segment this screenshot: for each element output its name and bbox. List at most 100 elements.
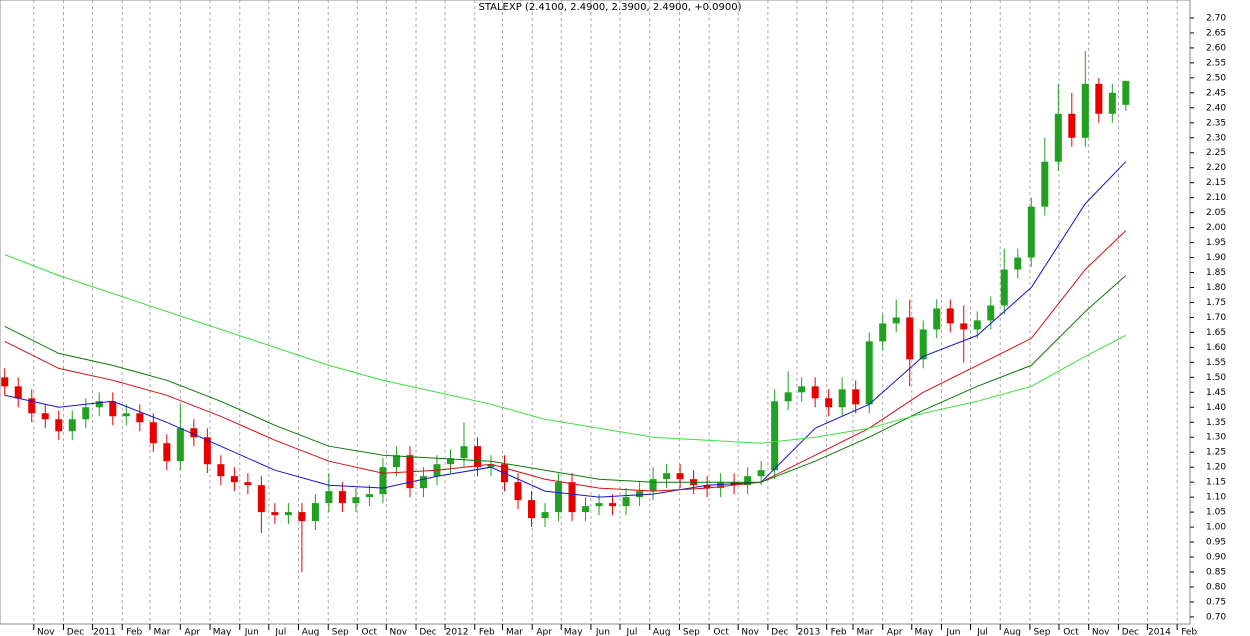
- x-tick-label: Apr: [185, 628, 201, 636]
- candle-body: [703, 485, 711, 489]
- y-tick-label: 2.40: [1206, 103, 1226, 113]
- y-tick-label: 2.25: [1206, 148, 1226, 158]
- candle-body: [460, 446, 468, 459]
- candle-body: [865, 341, 873, 405]
- candle-body: [609, 503, 617, 507]
- candle-body: [203, 437, 211, 465]
- y-tick-label: 1.90: [1206, 253, 1226, 263]
- candle-body: [365, 494, 373, 498]
- candle-body: [717, 482, 725, 489]
- candle-body: [798, 386, 806, 393]
- candle-body: [190, 428, 198, 438]
- x-tick-label: Jul: [976, 628, 988, 636]
- x-tick-label: Nov: [37, 628, 55, 636]
- candle-body: [298, 512, 306, 522]
- candle-body: [352, 497, 360, 504]
- candle-body: [771, 401, 779, 471]
- candle-body: [622, 497, 630, 507]
- y-tick-label: 2.55: [1206, 58, 1226, 68]
- candle-body: [1081, 83, 1089, 138]
- candle-body: [338, 491, 346, 504]
- y-tick-label: 0.85: [1206, 567, 1226, 577]
- x-tick-label: Sep: [683, 628, 700, 636]
- x-tick-label: May: [914, 628, 933, 636]
- chart-title: STALEXP (2.4100, 2.4900, 2.3900, 2.4900,…: [478, 2, 741, 13]
- candle-body: [514, 482, 522, 501]
- candle-body: [1041, 161, 1049, 207]
- y-tick-label: 0.80: [1206, 582, 1226, 592]
- candle-body: [284, 512, 292, 516]
- y-tick-label: 1.15: [1206, 478, 1226, 488]
- candle-body: [825, 398, 833, 408]
- candle-body: [933, 308, 941, 330]
- candle-body: [892, 317, 900, 324]
- y-tick-label: 0.70: [1206, 612, 1226, 622]
- candle-body: [379, 467, 387, 495]
- candle-body: [28, 398, 36, 414]
- y-tick-label: 1.05: [1206, 508, 1226, 518]
- candle-body: [82, 407, 90, 420]
- candle-body: [487, 464, 495, 468]
- x-tick-label: May: [564, 628, 583, 636]
- x-tick-label: 2012: [446, 628, 469, 636]
- y-tick-label: 2.10: [1206, 193, 1226, 203]
- candle-body: [176, 428, 184, 462]
- x-tick-label: Nov: [390, 628, 408, 636]
- x-tick-label: May: [213, 628, 232, 636]
- candle-body: [919, 329, 927, 360]
- x-tick-label: Aug: [653, 628, 671, 636]
- candle-body: [663, 473, 671, 480]
- candle-body: [1054, 113, 1062, 162]
- candle-body: [1095, 83, 1103, 114]
- candle-body: [446, 458, 454, 465]
- x-tick-label: 2014: [1148, 628, 1171, 636]
- candle-body: [271, 512, 279, 516]
- x-tick-label: Sep: [332, 628, 349, 636]
- candle-body: [555, 482, 563, 513]
- candle-body: [946, 308, 954, 324]
- candle-body: [257, 485, 265, 513]
- candle-body: [14, 386, 22, 399]
- moving-average: [4, 275, 1127, 483]
- y-tick-label: 2.60: [1206, 43, 1226, 53]
- grid: 0.70 0.75 0.80 0.85 0.90 0.95 1.00 1.05 1.10 1.15…: [33, 0, 1226, 636]
- y-tick-label: 1.75: [1206, 298, 1226, 308]
- y-tick-label: 1.60: [1206, 343, 1226, 353]
- candle-body: [419, 476, 427, 489]
- x-tick-label: Dec: [1122, 628, 1139, 636]
- y-tick-label: 2.00: [1206, 223, 1226, 233]
- y-tick-label: 1.50: [1206, 373, 1226, 383]
- candle-body: [325, 491, 333, 504]
- x-tick-label: Dec: [419, 628, 436, 636]
- x-tick-label: Jun: [945, 628, 960, 636]
- x-tick-label: Feb: [831, 628, 847, 636]
- candle-body: [109, 401, 117, 417]
- x-tick-label: Feb: [1181, 628, 1197, 636]
- candle-body: [987, 305, 995, 321]
- candle-body: [244, 482, 252, 486]
- candle-body: [811, 386, 819, 399]
- candle-body: [973, 320, 981, 330]
- candle-body: [95, 401, 103, 408]
- candle-body: [757, 470, 765, 477]
- x-tick-label: Apr: [887, 628, 903, 636]
- y-tick-label: 2.05: [1206, 208, 1226, 218]
- candle-body: [582, 506, 590, 513]
- candle-body: [473, 446, 481, 468]
- x-tick-label: Dec: [771, 628, 788, 636]
- y-tick-label: 2.45: [1206, 88, 1226, 98]
- candle-body: [41, 413, 49, 420]
- x-tick-label: Feb: [479, 628, 495, 636]
- x-tick-label: Aug: [302, 628, 320, 636]
- y-tick-label: 2.15: [1206, 178, 1226, 188]
- candle-body: [541, 512, 549, 519]
- y-tick-label: 1.70: [1206, 313, 1226, 323]
- x-tick-label: Nov: [741, 628, 759, 636]
- y-tick-label: 1.95: [1206, 238, 1226, 248]
- candle-body: [1108, 92, 1116, 114]
- plot-area: [0, 0, 1191, 625]
- x-tick-label: 2011: [93, 628, 116, 636]
- candle-body: [744, 476, 752, 486]
